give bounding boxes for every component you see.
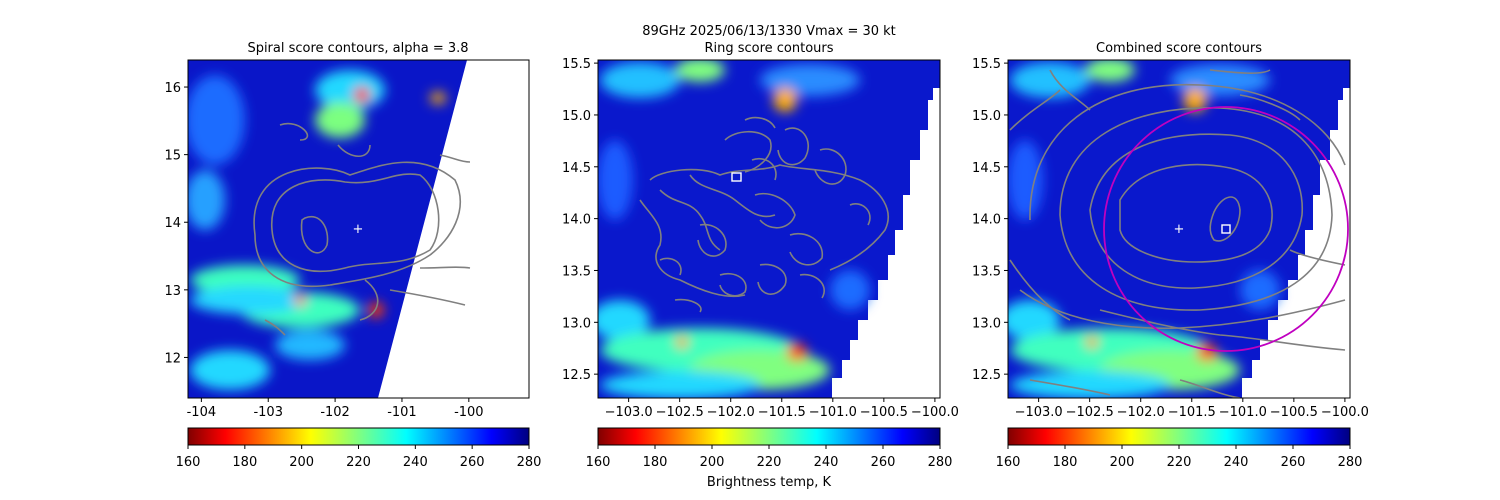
y-tick-label: 12 bbox=[164, 351, 181, 366]
y-tick-label: 13.5 bbox=[562, 264, 591, 279]
center-plus-marker: + bbox=[353, 222, 364, 237]
x-tick-label: −100.0 bbox=[911, 405, 959, 420]
y-ticks-spiral: 12 13 14 15 16 bbox=[164, 81, 188, 366]
colorbar-combined bbox=[1007, 427, 1351, 446]
y-ticks-ring: 12.5 13.0 13.5 14.0 14.5 15.0 15.5 bbox=[562, 57, 598, 383]
colorbar-tick-label: 160 bbox=[586, 455, 611, 470]
y-tick-label: 15 bbox=[164, 149, 181, 164]
x-tick-label: −101.0 bbox=[809, 405, 857, 420]
colorbar-tick-label: 180 bbox=[643, 455, 668, 470]
colorbar-tick-label: 200 bbox=[1110, 455, 1135, 470]
contours-ring bbox=[639, 116, 889, 313]
colorbar-tick-label: 160 bbox=[996, 455, 1021, 470]
x-tick-label: −102.5 bbox=[1066, 405, 1114, 420]
colorbar-tick-label: 200 bbox=[700, 455, 725, 470]
x-tick-label: −103.0 bbox=[605, 405, 653, 420]
colorbar-tick-label: 220 bbox=[757, 455, 782, 470]
x-tick-label: −102.0 bbox=[707, 405, 755, 420]
colorbar-ticks-combined: 160 180 200 220 240 260 280 bbox=[996, 445, 1363, 470]
colorbar-ticks-spiral: 160 180 200 220 240 260 280 bbox=[176, 445, 542, 470]
heatmap-combined: + bbox=[1008, 60, 1350, 398]
heatmap-spiral: + bbox=[188, 60, 471, 398]
x-tick-label: −101.5 bbox=[758, 405, 806, 420]
y-tick-label: 14.0 bbox=[562, 213, 591, 228]
colorbar-ring bbox=[597, 427, 941, 446]
colorbar-tick-label: 260 bbox=[871, 455, 896, 470]
colorbar-tick-label: 240 bbox=[814, 455, 839, 470]
ring-circle bbox=[1103, 106, 1349, 352]
colorbar-tick-label: 260 bbox=[1281, 455, 1306, 470]
colorbar-ticks-ring: 160 180 200 220 240 260 280 bbox=[586, 445, 953, 470]
x-ticks-ring: −103.0 −102.5 −102.0 −101.5 −101.0 −100.5 −100… bbox=[605, 398, 959, 420]
x-ticks-spiral: -104 -103 -102 -101 -100 bbox=[187, 398, 484, 420]
x-tick-label: -104 bbox=[187, 405, 217, 420]
x-tick-label: −103.0 bbox=[1015, 405, 1063, 420]
colorbar-tick-label: 200 bbox=[289, 455, 314, 470]
panel-title-ring: Ring score contours bbox=[704, 41, 833, 56]
y-tick-label: 15.0 bbox=[972, 109, 1001, 124]
colorbar-tick-label: 280 bbox=[1338, 455, 1363, 470]
colorbar-tick-label: 240 bbox=[403, 455, 428, 470]
swath-ring bbox=[598, 60, 940, 398]
colorbar-tick-label: 160 bbox=[176, 455, 201, 470]
x-tick-label: -101 bbox=[387, 405, 417, 420]
colorbar-tick-label: 180 bbox=[232, 455, 257, 470]
contours-combined bbox=[1009, 69, 1346, 398]
contours-spiral bbox=[253, 122, 471, 336]
x-tick-label: −100.5 bbox=[1270, 405, 1318, 420]
x-tick-label: -103 bbox=[253, 405, 283, 420]
axes-frame-ring bbox=[597, 59, 941, 399]
y-tick-label: 12.5 bbox=[562, 368, 591, 383]
colorbar-label: Brightness temp, K bbox=[707, 475, 832, 490]
colorbar-tick-label: 220 bbox=[346, 455, 371, 470]
y-tick-label: 14 bbox=[164, 216, 181, 231]
y-tick-label: 13.5 bbox=[972, 264, 1001, 279]
y-tick-label: 13 bbox=[164, 284, 181, 299]
x-ticks-combined: −103.0 −102.5 −102.0 −101.5 −101.0 −100.5 −100… bbox=[1015, 398, 1369, 420]
x-tick-label: −100.5 bbox=[860, 405, 908, 420]
y-tick-label: 13.0 bbox=[562, 316, 591, 331]
y-ticks-combined: 12.5 13.0 13.5 14.0 14.5 15.0 15.5 bbox=[972, 57, 1008, 383]
colorbar-tick-label: 260 bbox=[460, 455, 485, 470]
y-tick-label: 14.5 bbox=[562, 161, 591, 176]
x-tick-label: -100 bbox=[454, 405, 484, 420]
x-tick-label: −102.5 bbox=[656, 405, 704, 420]
axes-frame-combined bbox=[1007, 59, 1351, 399]
panel-combined: Combined score contours bbox=[972, 41, 1369, 470]
square-marker bbox=[731, 172, 742, 182]
colorbar-tick-label: 220 bbox=[1167, 455, 1192, 470]
square-marker bbox=[1221, 224, 1231, 234]
panel-title-combined: Combined score contours bbox=[1096, 41, 1262, 56]
colorbar-tick-label: 280 bbox=[928, 455, 953, 470]
x-tick-label: −100.0 bbox=[1321, 405, 1369, 420]
x-tick-label: −101.0 bbox=[1219, 405, 1267, 420]
x-tick-label: -102 bbox=[320, 405, 350, 420]
y-tick-label: 14.0 bbox=[972, 213, 1001, 228]
colorbar-tick-label: 280 bbox=[517, 455, 542, 470]
y-tick-label: 12.5 bbox=[972, 368, 1001, 383]
y-tick-label: 15.5 bbox=[972, 57, 1001, 72]
axes-frame-spiral bbox=[187, 59, 530, 399]
colorbar-tick-label: 180 bbox=[1053, 455, 1078, 470]
x-tick-label: −101.5 bbox=[1168, 405, 1216, 420]
panel-title-spiral: Spiral score contours, alpha = 3.8 bbox=[247, 41, 468, 56]
colorbar-spiral bbox=[187, 427, 530, 446]
y-tick-label: 16 bbox=[164, 81, 181, 96]
y-tick-label: 13.0 bbox=[972, 316, 1001, 331]
y-tick-label: 15.0 bbox=[562, 109, 591, 124]
colorbar-tick-label: 240 bbox=[1224, 455, 1249, 470]
panel-spiral: Spiral score contours, alpha = 3.8 bbox=[164, 41, 541, 470]
y-tick-label: 14.5 bbox=[972, 161, 1001, 176]
panel-ring: Ring score contours bbox=[562, 41, 959, 490]
y-tick-label: 15.5 bbox=[562, 57, 591, 72]
figure-title: 89GHz 2025/06/13/1330 Vmax = 30 kt bbox=[642, 24, 896, 39]
center-plus-marker: + bbox=[1174, 222, 1185, 237]
heatmap-ring bbox=[598, 60, 940, 398]
x-tick-label: −102.0 bbox=[1117, 405, 1165, 420]
